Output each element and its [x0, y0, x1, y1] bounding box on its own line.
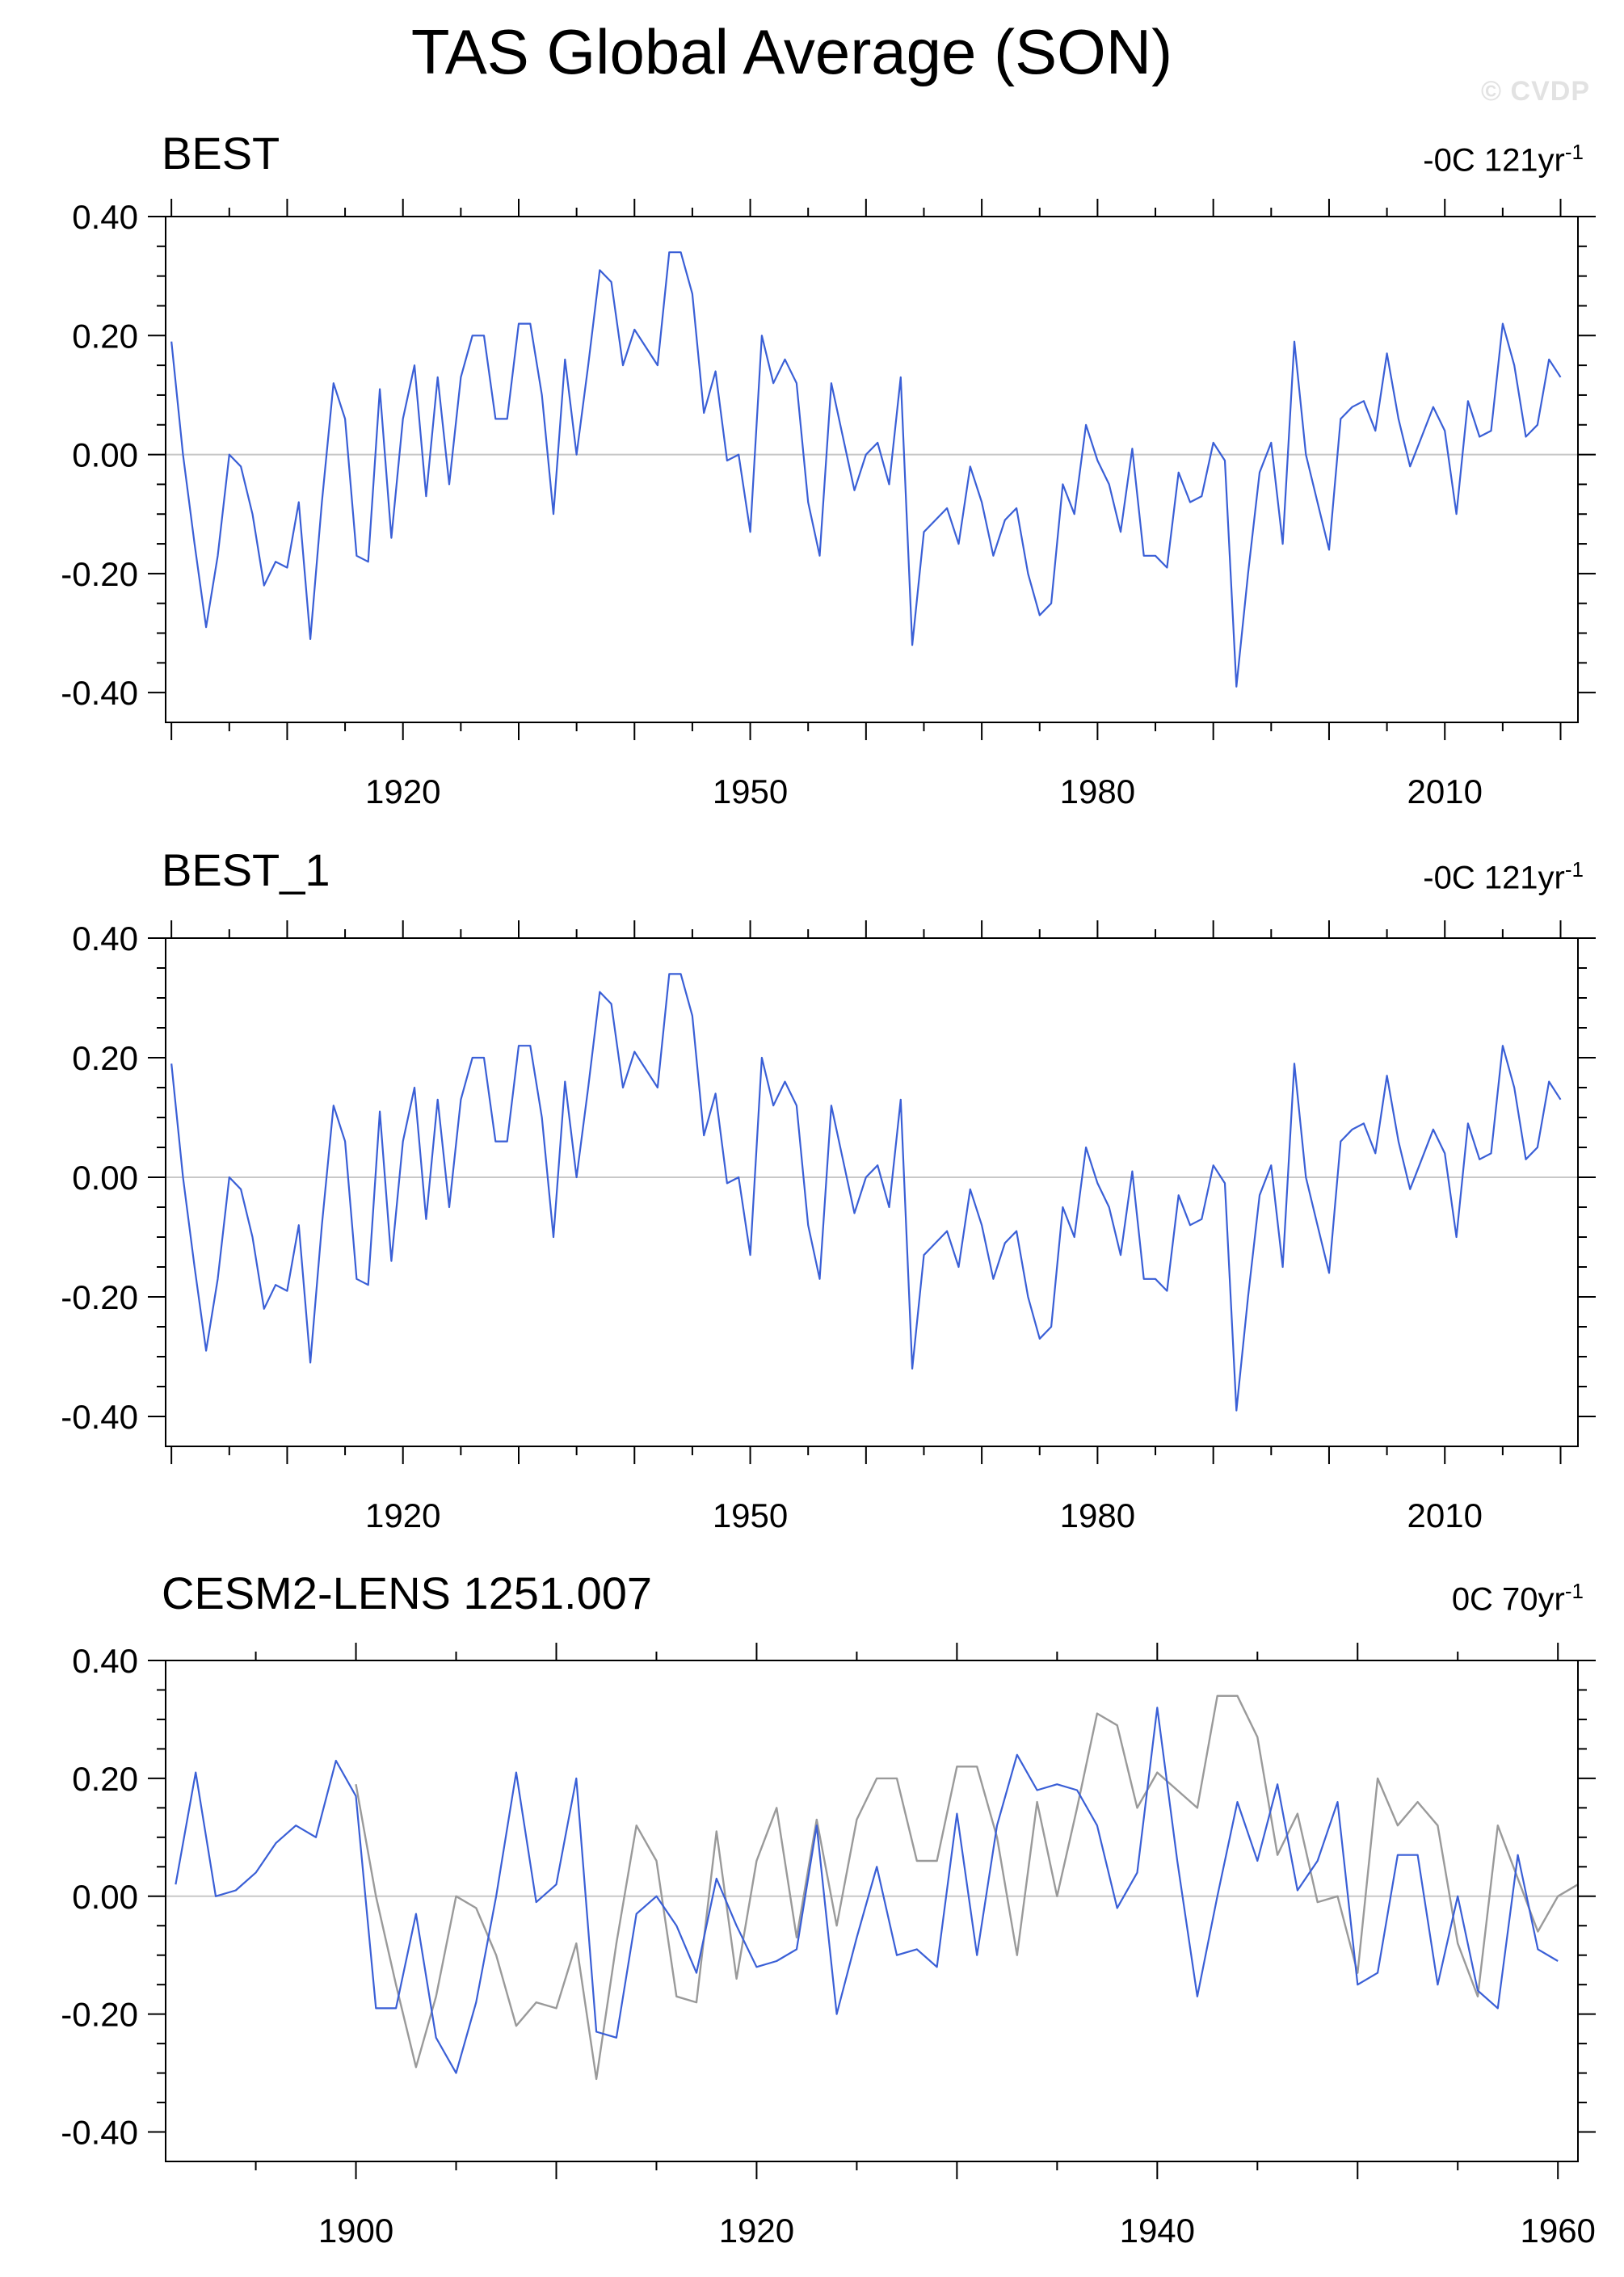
panel-1-y-tick-label: 0.00: [72, 436, 138, 474]
panel-2-y-tick-label: 0.00: [72, 1159, 138, 1197]
panel-1-x-tick-label: 1920: [365, 772, 440, 810]
panel-1-title: BEST: [162, 128, 280, 179]
panel-3-y-tick-label: -0.20: [61, 1996, 138, 2034]
panel-3-title: CESM2-LENS 1251.007: [162, 1568, 653, 1618]
panel-3-y-tick-label: -0.40: [61, 2114, 138, 2152]
panel-1-y-tick-label: 0.20: [72, 317, 138, 355]
chart-title: TAS Global Average (SON): [410, 16, 1173, 87]
panel-2-trend: -0C 121yr-1: [1423, 857, 1584, 896]
panel-1-x-tick-label: 1950: [713, 772, 788, 810]
panel-3-x-tick-label: 1960: [1520, 2212, 1595, 2250]
panel-2-y-tick-label: -0.20: [61, 1278, 138, 1316]
panel-1-trend: -0C 121yr-1: [1423, 140, 1584, 179]
panel-3-series-2-line: [355, 1694, 1579, 2081]
panel-3-x-tick-label: 1920: [719, 2212, 794, 2250]
panel-2-x-tick-label: 1920: [365, 1496, 440, 1534]
panel-1-y-tick-label: -0.40: [61, 674, 138, 712]
panel-3-y-tick-label: 0.40: [72, 1642, 138, 1680]
panel-3-series-1-line: [175, 1707, 1559, 2074]
panel-3-plot-frame: [165, 1660, 1579, 2162]
panel-1-x-tick-label: 1980: [1060, 772, 1135, 810]
panel-1-y-tick-label: 0.40: [72, 198, 138, 236]
panel-3-y-tick-label: 0.00: [72, 1878, 138, 1916]
panel-3-trend: 0C 70yr-1: [1451, 1579, 1584, 1618]
panel-2-x-tick-label: 1980: [1060, 1496, 1135, 1534]
panel-3-x-tick-label: 1900: [318, 2212, 393, 2250]
panel-2-plot-frame: [165, 937, 1579, 1447]
panel-2-y-tick-label: -0.40: [61, 1398, 138, 1436]
panel-1-x-tick-label: 2010: [1407, 772, 1483, 810]
panel-2-x-tick-label: 1950: [713, 1496, 788, 1534]
panel-1-plot-frame: [165, 216, 1579, 723]
panel-2-y-tick-label: 0.20: [72, 1039, 138, 1077]
panel-1-series-1-line: [170, 251, 1562, 688]
panel-2-x-tick-label: 2010: [1407, 1496, 1483, 1534]
panel-2-series-1-line: [170, 973, 1562, 1412]
panel-2-y-tick-label: 0.40: [72, 920, 138, 958]
panel-1-y-tick-label: -0.20: [61, 555, 138, 593]
watermark: © CVDP: [1481, 76, 1590, 107]
panel-2-title: BEST_1: [162, 844, 330, 895]
panel-3-x-tick-label: 1940: [1120, 2212, 1195, 2250]
panel-3-y-tick-label: 0.20: [72, 1760, 138, 1798]
